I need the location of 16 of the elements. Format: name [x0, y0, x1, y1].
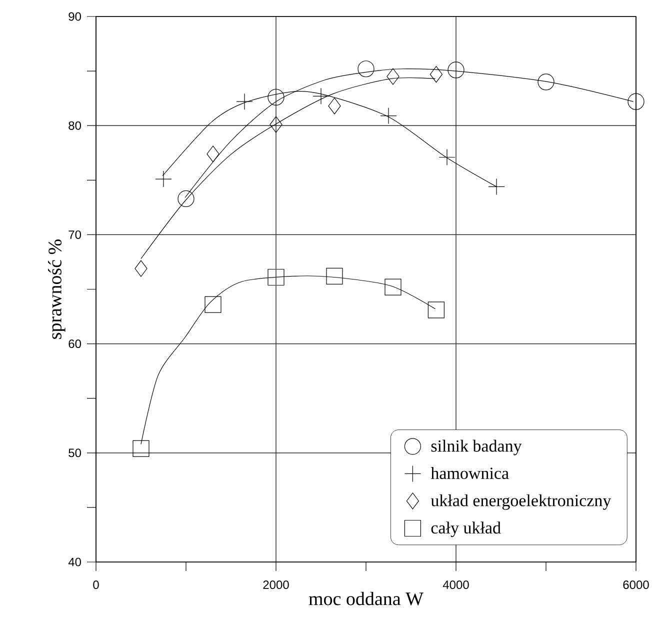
x-tick-label: 6000: [623, 580, 649, 590]
y-tick-label: 90: [68, 12, 82, 21]
legend-label: silnik badany: [431, 440, 522, 456]
legend-label: układ energoelektroniczny: [430, 494, 612, 510]
y-tick-label: 80: [68, 121, 82, 130]
x-tick-label: 0: [93, 580, 99, 590]
y-tick-label: 70: [68, 230, 82, 239]
x-tick-label: 2000: [263, 580, 289, 590]
x-tick-label: 4000: [442, 580, 469, 590]
y-tick-label: 40: [68, 558, 82, 566]
legend-label: hamownica: [430, 467, 509, 480]
y-tick-label: 60: [68, 340, 82, 348]
legend-label: cały układ: [431, 522, 501, 538]
y-tick-label: 50: [68, 448, 82, 458]
y-axis-title: sprawność %: [48, 240, 66, 339]
x-axis-title: moc oddana W: [308, 592, 424, 606]
